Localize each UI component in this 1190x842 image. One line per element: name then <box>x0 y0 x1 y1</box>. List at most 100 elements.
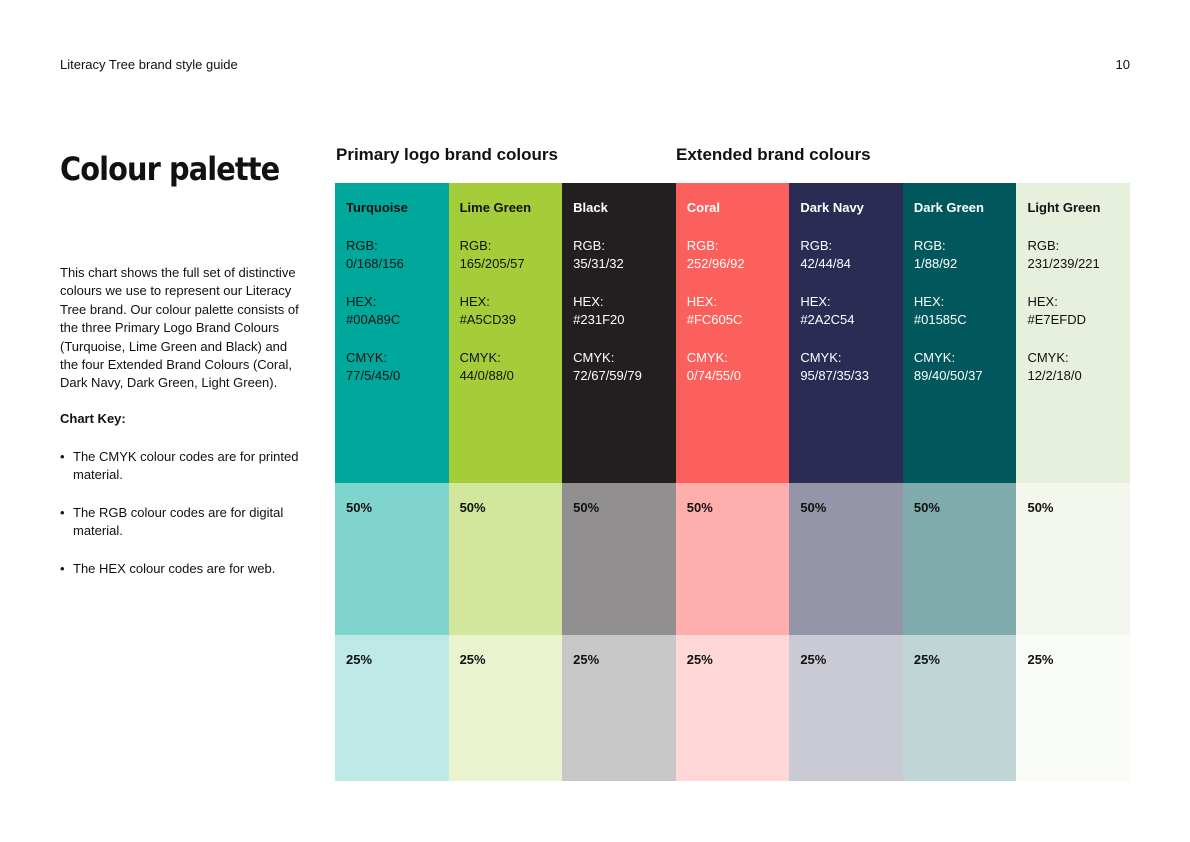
swatch-full-light-green: Light Green RGB: 231/239/221 HEX: #E7EFDD CMY… <box>1016 183 1131 483</box>
cmyk-label: CMYK: <box>346 350 388 365</box>
cmyk-spec: CMYK: 44/0/88/0 <box>460 349 553 385</box>
cmyk-value: 12/2/18/0 <box>1027 368 1082 383</box>
rgb-spec: RGB: 0/168/156 <box>346 237 439 273</box>
swatch-tint25-light-green: 25% <box>1016 635 1131 781</box>
cmyk-label: CMYK: <box>573 350 615 365</box>
swatch-tint25-coral: 25% <box>675 635 790 781</box>
hex-spec: HEX: #E7EFDD <box>1027 293 1120 329</box>
tint25-label: 25% <box>686 652 713 667</box>
hex-spec: HEX: #2A2C54 <box>800 293 893 329</box>
cmyk-value: 44/0/88/0 <box>459 368 514 383</box>
swatch-tint50-dark-green: 50% <box>902 483 1017 635</box>
swatch-full-black: Black RGB: 35/31/32 HEX: #231F20 CMYK: 72/67/5… <box>562 183 676 483</box>
tint50-label: 50% <box>913 500 940 515</box>
swatch-full-lime-green: Lime Green RGB: 165/205/57 HEX: #A5CD39 CMYK:… <box>448 183 563 483</box>
swatch-tint50-lime-green: 50% <box>448 483 563 635</box>
cmyk-value: 0/74/55/0 <box>686 368 741 383</box>
swatch-tint25-dark-navy: 25% <box>789 635 903 781</box>
hex-label: HEX: <box>573 294 604 309</box>
rgb-value: 165/205/57 <box>459 256 525 271</box>
swatch-full-turquoise: Turquoise RGB: 0/168/156 HEX: #00A89C CMYK: 77… <box>335 183 449 483</box>
swatch-column-turquoise: Turquoise RGB: 0/168/156 HEX: #00A89C CMYK: 77… <box>335 183 449 781</box>
hex-label: HEX: <box>913 294 945 309</box>
cmyk-spec: CMYK: 12/2/18/0 <box>1027 349 1120 385</box>
tint50-label: 50% <box>346 500 373 515</box>
colour-palette-grid: Turquoise RGB: 0/168/156 HEX: #00A89C CMYK: 77… <box>335 183 1131 781</box>
rgb-value: 42/44/84 <box>800 256 851 271</box>
swatch-full-coral: Coral RGB: 252/96/92 HEX: #FC605C CMYK: 0/74/5… <box>675 183 790 483</box>
tint50-label: 50% <box>1027 500 1054 515</box>
hex-spec: HEX: #00A89C <box>346 293 439 329</box>
hex-label: HEX: <box>686 294 718 309</box>
tint25-label: 25% <box>573 652 600 667</box>
cmyk-label: CMYK: <box>686 350 728 365</box>
rgb-value: 231/239/221 <box>1027 256 1100 271</box>
swatch-column-coral: Coral RGB: 252/96/92 HEX: #FC605C CMYK: 0/74/5… <box>675 183 790 781</box>
swatch-column-dark-navy: Dark Navy RGB: 42/44/84 HEX: #2A2C54 CMYK: 95/… <box>789 183 903 781</box>
chart-key-title: Chart Key: <box>60 411 126 426</box>
rgb-label: RGB: <box>459 238 492 253</box>
swatch-column-dark-green: Dark Green RGB: 1/88/92 HEX: #01585C CMYK: 89/… <box>902 183 1017 781</box>
cmyk-value: 77/5/45/0 <box>346 368 401 383</box>
swatch-column-lime-green: Lime Green RGB: 165/205/57 HEX: #A5CD39 CMYK:… <box>448 183 563 781</box>
rgb-spec: RGB: 231/239/221 <box>1027 237 1120 273</box>
swatch-tint25-turquoise: 25% <box>335 635 449 781</box>
cmyk-label: CMYK: <box>913 350 956 365</box>
hex-value: #2A2C54 <box>800 312 855 327</box>
page-number: 10 <box>1115 57 1130 72</box>
tint50-label: 50% <box>573 500 600 515</box>
hex-spec: HEX: #01585C <box>914 293 1007 329</box>
chart-key-item-rgb: The RGB colour codes are for digital mat… <box>60 504 300 541</box>
tint50-label: 50% <box>686 500 713 515</box>
cmyk-spec: CMYK: 72/67/59/79 <box>573 349 666 385</box>
chart-key-item-cmyk: The CMYK colour codes are for printed ma… <box>60 448 300 485</box>
swatch-tint25-lime-green: 25% <box>448 635 563 781</box>
hex-value: #E7EFDD <box>1027 312 1086 327</box>
hex-value: #A5CD39 <box>459 312 516 327</box>
primary-colours-title: Primary logo brand colours <box>336 145 558 164</box>
colour-name: Dark Navy <box>800 200 864 215</box>
extended-colours-title: Extended brand colours <box>676 145 871 164</box>
rgb-value: 35/31/32 <box>573 256 624 271</box>
rgb-value: 1/88/92 <box>913 256 958 271</box>
colour-name: Dark Green <box>913 200 984 215</box>
rgb-value: 252/96/92 <box>686 256 745 271</box>
swatch-tint25-black: 25% <box>562 635 676 781</box>
chart-key-item-hex: The HEX colour codes are for web. <box>60 560 300 579</box>
doc-title: Literacy Tree brand style guide <box>60 57 238 72</box>
cmyk-spec: CMYK: 77/5/45/0 <box>346 349 439 385</box>
rgb-spec: RGB: 42/44/84 <box>800 237 893 273</box>
hex-spec: HEX: #A5CD39 <box>460 293 553 329</box>
rgb-label: RGB: <box>573 238 605 253</box>
rgb-spec: RGB: 165/205/57 <box>460 237 553 273</box>
cmyk-value: 89/40/50/37 <box>913 368 983 383</box>
swatch-tint25-dark-green: 25% <box>902 635 1017 781</box>
rgb-spec: RGB: 252/96/92 <box>687 237 780 273</box>
tint25-label: 25% <box>913 652 940 667</box>
swatch-full-dark-green: Dark Green RGB: 1/88/92 HEX: #01585C CMYK: 89/… <box>902 183 1017 483</box>
rgb-label: RGB: <box>800 238 833 253</box>
rgb-label: RGB: <box>686 238 719 253</box>
rgb-label: RGB: <box>1027 238 1060 253</box>
hex-label: HEX: <box>459 294 490 309</box>
colour-name: Black <box>573 200 608 215</box>
intro-paragraph: This chart shows the full set of distinc… <box>60 265 299 391</box>
tint25-label: 25% <box>800 652 827 667</box>
cmyk-spec: CMYK: 95/87/35/33 <box>800 349 893 385</box>
hex-value: #01585C <box>913 312 967 327</box>
cmyk-label: CMYK: <box>800 350 842 365</box>
tint25-label: 25% <box>1027 652 1054 667</box>
hex-label: HEX: <box>1027 294 1058 309</box>
cmyk-label: CMYK: <box>1027 350 1069 365</box>
tint50-label: 50% <box>800 500 827 515</box>
cmyk-label: CMYK: <box>459 350 501 365</box>
cmyk-spec: CMYK: 89/40/50/37 <box>914 349 1007 385</box>
swatch-tint50-dark-navy: 50% <box>789 483 903 635</box>
colour-name: Light Green <box>1027 200 1101 215</box>
hex-value: #231F20 <box>573 312 625 327</box>
hex-value: #FC605C <box>686 312 743 327</box>
rgb-label: RGB: <box>913 238 946 253</box>
cmyk-value: 72/67/59/79 <box>573 368 642 383</box>
swatch-tint50-black: 50% <box>562 483 676 635</box>
swatch-column-light-green: Light Green RGB: 231/239/221 HEX: #E7EFDD CMY… <box>1016 183 1131 781</box>
